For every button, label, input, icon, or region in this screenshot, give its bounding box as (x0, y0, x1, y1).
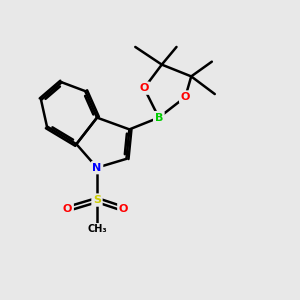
Text: O: O (119, 204, 128, 214)
Text: N: N (92, 163, 102, 173)
Text: O: O (140, 83, 149, 93)
Text: B: B (154, 112, 163, 123)
Text: CH₃: CH₃ (87, 224, 107, 235)
Text: S: S (93, 195, 101, 205)
Text: O: O (63, 204, 72, 214)
Text: O: O (181, 92, 190, 102)
